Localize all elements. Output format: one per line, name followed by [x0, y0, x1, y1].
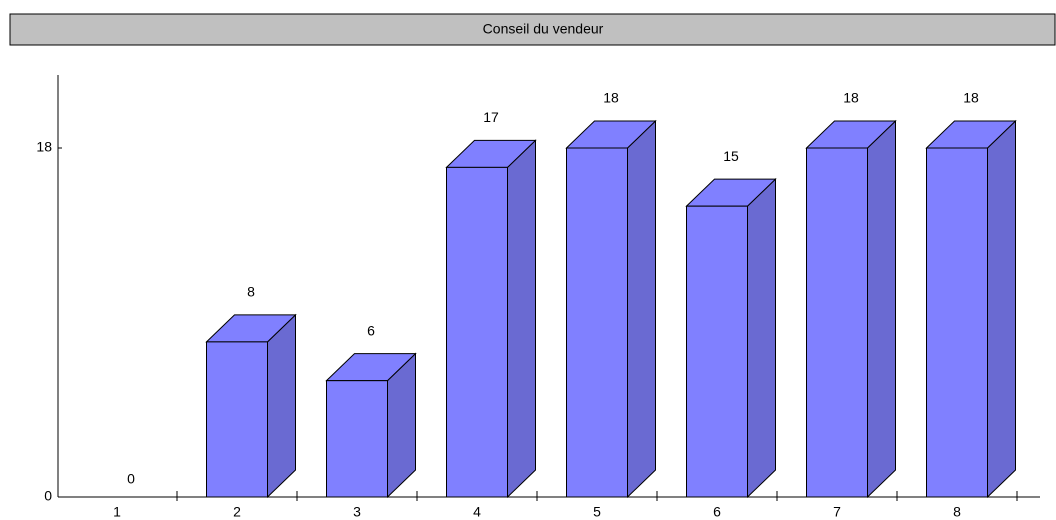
x-tick-label: 2: [233, 504, 241, 520]
x-tick-label: 1: [113, 504, 121, 520]
bar: [565, 119, 657, 499]
data-label: 8: [247, 284, 255, 300]
data-label: 17: [483, 109, 499, 125]
bar: [685, 177, 777, 499]
data-label: 18: [963, 90, 979, 106]
data-label: 18: [843, 90, 859, 106]
y-tick-label: 18: [36, 139, 52, 155]
bar: [805, 119, 897, 499]
x-tick-label: 7: [833, 504, 841, 520]
data-label: 0: [127, 471, 135, 487]
bar: [205, 313, 297, 499]
data-label: 15: [723, 148, 739, 164]
x-tick-label: 3: [353, 504, 361, 520]
x-tick-label: 4: [473, 504, 481, 520]
bar: [325, 352, 417, 499]
x-tick-label: 8: [953, 504, 961, 520]
x-tick-label: 6: [713, 504, 721, 520]
x-tick-label: 5: [593, 504, 601, 520]
data-label: 6: [367, 322, 375, 338]
y-tick-label: 0: [44, 488, 52, 504]
data-label: 18: [603, 90, 619, 106]
bar: [925, 119, 1017, 499]
bar: [445, 139, 537, 499]
chart-title: Conseil du vendeur: [483, 21, 604, 37]
title-bar: [9, 13, 1056, 46]
